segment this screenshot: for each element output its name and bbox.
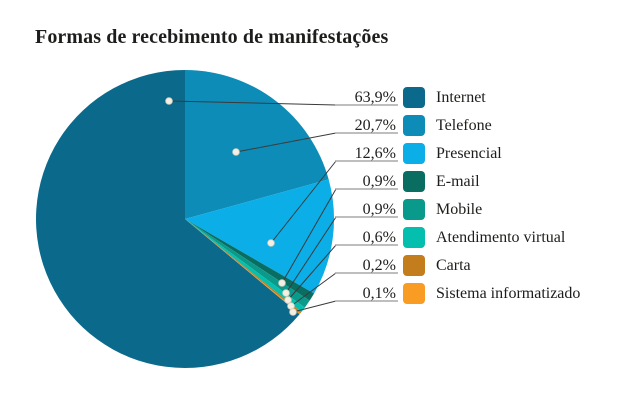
pie-slices-group — [36, 69, 335, 368]
callout-lines-group — [168, 100, 398, 313]
leader-line — [168, 100, 337, 106]
percent-label: 0,1% — [362, 285, 396, 302]
legend-label: Presencial — [436, 144, 502, 162]
percent-label: 0,2% — [362, 257, 396, 274]
legend-row: Internet — [403, 87, 486, 108]
percent-label: 63,9% — [354, 89, 396, 106]
pie-slice-internet — [36, 69, 300, 368]
legend-row: Carta — [403, 255, 471, 276]
legend-label: E-mail — [436, 172, 480, 190]
legend-row: E-mail — [403, 171, 480, 192]
legend-label: Internet — [436, 88, 486, 106]
callout-dot — [232, 148, 240, 156]
percent-label: 0,6% — [362, 229, 396, 246]
legend-swatch-carta — [403, 255, 425, 276]
leader-line — [287, 244, 337, 301]
legend-row: Mobile — [403, 199, 482, 220]
legend-swatch-presencial — [403, 143, 425, 164]
legend-label: Atendimento virtual — [436, 228, 566, 246]
legend-swatch-internet — [403, 87, 425, 108]
callout-dot — [267, 239, 275, 247]
leader-line — [292, 300, 337, 313]
legend-swatch-atendimento-virtual — [403, 227, 425, 248]
pie-slice-atendimento-virtual — [185, 219, 305, 313]
legend-row: Telefone — [403, 115, 492, 136]
legend-row: Atendimento virtual — [403, 227, 565, 248]
leader-line — [281, 188, 337, 284]
legend-swatch-sistema-informatizado — [403, 283, 425, 304]
callout-dot — [278, 279, 286, 287]
legend-label: Carta — [436, 256, 471, 274]
percent-label: 12,6% — [354, 145, 396, 162]
callout-dot — [284, 296, 292, 304]
leader-line — [285, 216, 337, 294]
legend-row: Sistema informatizado — [403, 283, 580, 304]
percent-label: 0,9% — [362, 173, 396, 190]
pie-slice-mobile — [185, 219, 310, 308]
pie-slice-presencial — [185, 179, 335, 294]
legend-label: Sistema informatizado — [436, 284, 581, 302]
legend-swatch-mobile — [403, 199, 425, 220]
legend-label: Telefone — [436, 116, 492, 134]
legend-swatch-telefone — [403, 115, 425, 136]
pie-slice-carta — [185, 219, 302, 314]
percent-label: 0,9% — [362, 201, 396, 218]
leader-line — [290, 272, 337, 307]
leader-line — [270, 160, 337, 244]
percent-label: 20,7% — [354, 117, 396, 134]
page-title: Formas de recebimento de manifestações — [35, 26, 389, 48]
leader-line — [235, 132, 337, 153]
pie-slice-sistema-informatizado — [185, 219, 301, 315]
pie-slice-telefone — [185, 70, 329, 219]
callout-dot — [289, 308, 297, 316]
legend-label: Mobile — [436, 200, 483, 218]
callout-dot — [282, 289, 290, 297]
legend-swatch-email — [403, 171, 425, 192]
callout-dots-group — [165, 97, 297, 316]
legend-row: Presencial — [403, 143, 502, 164]
callout-dot — [165, 97, 173, 105]
